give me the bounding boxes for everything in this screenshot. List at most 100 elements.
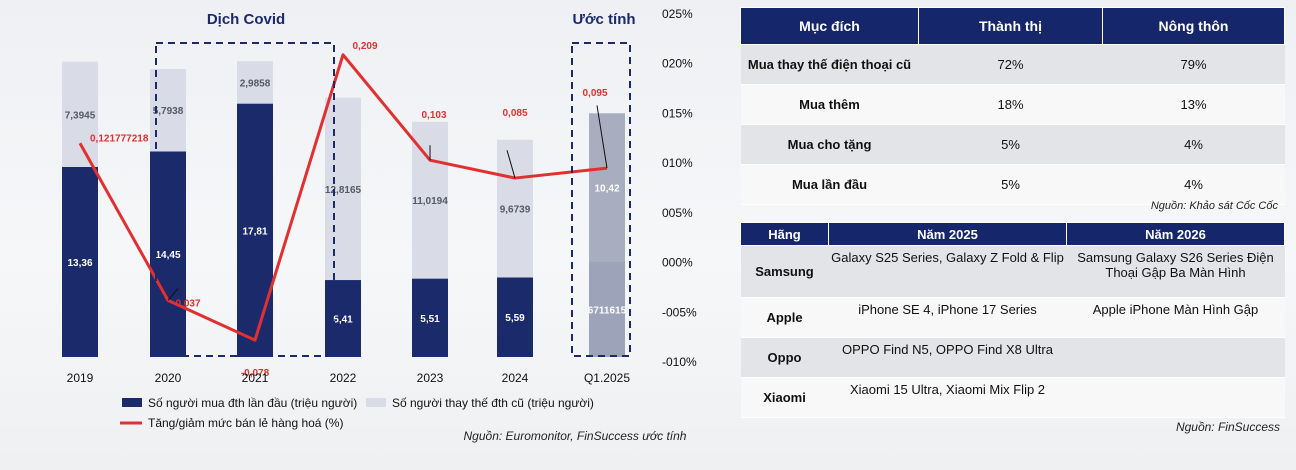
y-right-tick-label: 005% [662,206,693,220]
leader-line [506,150,516,179]
x-tick-label: 2022 [330,371,357,385]
brands-table-header: Hãng Năm 2025 Năm 2026 [740,222,1285,246]
bar-label-replacement: 12,8165 [325,185,362,196]
x-tick-label: 2020 [155,371,182,385]
bar-first-buyers [497,277,533,357]
bar-label-first-buyers: 5,59 [505,313,525,324]
brand-name: Samsung [740,245,829,298]
covid-annotation: Dịch Covid [207,11,285,28]
line-data-label: 0,085 [502,108,527,119]
estimate-highlight-box [571,42,631,357]
table-row: Xiaomi Xiaomi 15 Ultra, Xiaomi Mix Flip … [740,377,1285,418]
bar-first-buyers [237,103,273,357]
x-tick-label: 2024 [502,371,529,385]
y-right-tick-label: 000% [662,256,693,270]
rural-value: 13% [1102,84,1285,125]
models-2025: OPPO Find N5, OPPO Find X8 Ultra [828,337,1067,378]
table-row: Mua lần đầu 5% 4% [740,164,1285,205]
header-2025: Năm 2025 [828,222,1067,246]
leader-line [167,288,179,301]
x-tick-label: 2023 [417,371,444,385]
brand-name: Apple [740,297,829,338]
table-row: Mua cho tặng 5% 4% [740,124,1285,165]
urban-value: 5% [918,164,1103,205]
x-tick-label: Q1.2025 [584,371,630,385]
bar-first-buyers [325,280,361,357]
legend-label-replacement: Số người thay thế đth cũ (triệu người) [392,396,594,410]
models-2025: Galaxy S25 Series, Galaxy Z Fold & Flip [828,245,1067,298]
y-right-tick-label: 015% [662,106,693,120]
bar-label-first-buyers: 5,41 [333,315,353,326]
x-tick-label: 2019 [67,371,94,385]
bar-label-replacement: 5,7938 [153,106,184,117]
y-right-tick-label: -010% [662,355,697,369]
urban-value: 72% [918,44,1103,85]
legend-label-retail: Tăng/giảm mức bán lẻ hàng hoá (%) [148,416,343,430]
row-label: Mua thay thế điện thoại cũ [740,44,919,85]
header-rural: Nông thôn [1102,7,1285,45]
table-row: Samsung Galaxy S25 Series, Galaxy Z Fold… [740,245,1285,298]
bar-label-replacement: 7,3945 [65,110,96,121]
header-urban: Thành thị [918,7,1103,45]
brands-table: Hãng Năm 2025 Năm 2026 Samsung Galaxy S2… [740,222,1285,418]
rural-value: 79% [1102,44,1285,85]
bar-label-replacement: 11,0194 [412,196,448,207]
urban-value: 18% [918,84,1103,125]
models-2025: iPhone SE 4, iPhone 17 Series [828,297,1067,338]
estimate-annotation: Ước tính [572,11,635,28]
line-data-label: 0,037 [175,298,200,309]
legend-swatch-replacement [366,398,386,407]
models-2026: Apple iPhone Màn Hình Gập [1066,297,1285,338]
x-tick-label: 2021 [242,371,269,385]
bar-label-first-buyers: 13,36 [67,258,92,269]
bar-label-replacement: 10,42 [594,183,619,194]
models-2026 [1066,337,1285,378]
bar-first-buyers [412,278,448,357]
header-2026: Năm 2026 [1066,222,1285,246]
header-brand: Hãng [740,222,829,246]
table-row: Apple iPhone SE 4, iPhone 17 Series Appl… [740,297,1285,338]
line-data-label: 0,095 [582,88,607,99]
models-2026 [1066,377,1285,418]
line-data-label: 0,121777218 [90,133,149,144]
table-row: Mua thay thế điện thoại cũ 72% 79% [740,44,1285,85]
bar-label-first-buyers: 5,51 [420,314,440,325]
y-right-tick-label: -005% [662,305,697,319]
rural-value: 4% [1102,124,1285,165]
bar-label-first-buyers: 14,45 [155,250,180,261]
models-2026: Samsung Galaxy S26 Series Điện Thoại Gập… [1066,245,1285,298]
bar-first-buyers [589,261,625,357]
row-label: Mua thêm [740,84,919,125]
bar-label-replacement: 2,9858 [240,78,271,89]
line-data-label: 0,103 [421,110,446,121]
bar-replacement [237,61,273,104]
bar-replacement [62,61,98,167]
table-row: Mua thêm 18% 13% [740,84,1285,125]
bar-label-replacement: 9,6739 [500,205,531,216]
combo-chart: 13,36 7,3945 14,45 5,7938 17,81 2,9858 5,41 12,… [62,7,697,430]
y-right-tick-label: 020% [662,57,693,71]
legend-swatch-first-buyers [122,398,142,407]
table1-source: Nguồn: Khảo sát Cốc Cốc [1150,200,1278,212]
line-data-label: 0,209 [352,41,377,52]
brand-name: Oppo [740,337,829,378]
y-right-tick-label: 010% [662,156,693,170]
bar-replacement [589,113,625,262]
line-data-label: -0,078 [241,368,270,379]
rural-value: 4% [1102,164,1285,205]
row-label: Mua lần đầu [740,164,919,205]
chart-source: Nguồn: Euromonitor, FinSuccess ước tính [463,429,687,443]
row-label: Mua cho tặng [740,124,919,165]
bar-label-first-buyers: 17,81 [242,226,267,237]
covid-highlight-box [155,42,335,357]
bar-label-first-buyers: 6711615 [588,305,627,316]
header-purpose: Mục đích [740,7,919,45]
bar-replacement [325,97,361,281]
bar-first-buyers [62,166,98,357]
purpose-table-header: Mục đích Thành thị Nông thôn [740,7,1285,45]
leader-line [596,105,608,169]
legend-label-first-buyers: Số người mua đth lần đầu (triệu người) [148,396,357,410]
bar-replacement [497,139,533,278]
purpose-table: Mục đích Thành thị Nông thôn Mua thay th… [740,7,1285,205]
brand-name: Xiaomi [740,377,829,418]
